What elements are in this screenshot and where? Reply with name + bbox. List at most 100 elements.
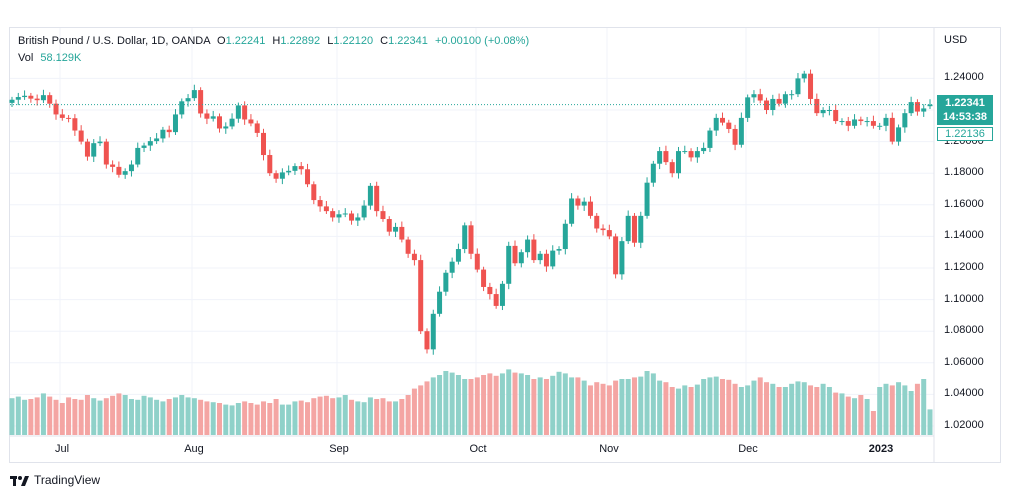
price-tick-label: 1.04000 (944, 387, 984, 400)
candle-body (128, 164, 134, 172)
candle-body (166, 129, 172, 133)
candle-body (839, 121, 845, 123)
candle-body (776, 98, 782, 104)
candle-body (298, 166, 304, 170)
volume-bar (116, 393, 122, 435)
candle-body (682, 151, 688, 153)
candle-body (468, 225, 474, 254)
candle-body (292, 166, 298, 171)
volume-bar (801, 382, 807, 435)
volume-bar (166, 399, 172, 435)
volume-bar (160, 401, 166, 435)
volume-bar (261, 401, 267, 435)
candle-body (135, 147, 141, 165)
chart-frame[interactable] (9, 27, 1001, 463)
volume-bar (493, 375, 499, 435)
candle-body (15, 97, 21, 100)
candle-body (845, 121, 851, 126)
candle-body (110, 164, 116, 167)
volume-bar (223, 404, 229, 435)
volume-bar (738, 387, 744, 435)
price-tick-label: 1.02000 (944, 419, 984, 431)
candle-body (430, 313, 436, 350)
volume-bar (342, 395, 348, 435)
candle-body (78, 130, 84, 142)
candle-body (449, 261, 455, 273)
volume-bar (216, 403, 222, 435)
volume-bar (336, 397, 342, 435)
candle-body (550, 250, 556, 267)
candle-body (455, 249, 461, 262)
candle-body (191, 90, 197, 99)
candle-body (311, 184, 317, 201)
volume-bar (808, 385, 814, 435)
candle-body (606, 230, 612, 237)
candle-body (581, 201, 587, 206)
candle-body (713, 117, 719, 131)
volume-bar (707, 377, 713, 435)
volume-bar (462, 379, 468, 435)
candle-body (172, 114, 178, 133)
candle-body (600, 228, 606, 231)
candle-body (349, 213, 355, 221)
volume-bar (361, 402, 367, 435)
candle-body (336, 214, 342, 218)
volume-bar (34, 397, 40, 435)
tradingview-brand[interactable]: TradingView (10, 473, 100, 487)
candle-body (757, 94, 763, 101)
volume-bar (745, 385, 751, 435)
prev-close-tag: 1.22136 (937, 127, 993, 141)
candle-body (405, 239, 411, 254)
brand-name: TradingView (34, 473, 101, 487)
volume-bar (826, 387, 832, 435)
price-tick-label: 1.14000 (944, 229, 984, 242)
time-tick-label: 2023 (868, 443, 894, 455)
candle-body (738, 117, 744, 145)
volume-bar (921, 379, 927, 435)
volume-bar (22, 399, 28, 435)
volume-bar (455, 375, 461, 435)
candle-body (562, 223, 568, 250)
candle-body (858, 119, 864, 122)
open-label: O (217, 35, 226, 47)
volume-bar (537, 377, 543, 435)
candle-body (248, 119, 254, 124)
candle-body (732, 128, 738, 145)
close-value: 1.22341 (388, 35, 428, 47)
candle-body (160, 129, 166, 139)
volume-bar (374, 399, 380, 435)
candle-body (575, 198, 581, 206)
candle-body (726, 122, 732, 129)
volume-bar (97, 400, 103, 435)
candle-body (361, 205, 367, 218)
volume-bar (154, 399, 160, 435)
vol-value: 58.129K (40, 52, 82, 64)
volume-bar (229, 405, 235, 435)
volume-bar (594, 382, 600, 435)
candle-body (424, 331, 430, 350)
candle-body (91, 143, 97, 157)
symbol-title[interactable]: British Pound / U.S. Dollar, 1D, OANDA (18, 35, 210, 47)
volume-bar (443, 371, 449, 435)
candle-body (22, 95, 28, 98)
volume-bar (267, 403, 273, 435)
candle-body (40, 95, 46, 101)
volume-bar (411, 388, 417, 435)
volume-bar (839, 393, 845, 435)
candle-body (594, 215, 600, 229)
volume-bar (298, 400, 304, 435)
volume-bar (814, 387, 820, 435)
candle-body (506, 245, 512, 284)
candle-body (411, 253, 417, 261)
candle-body (437, 291, 443, 314)
volume-bar (669, 387, 675, 435)
last-price-value: 1.22341 (945, 97, 985, 109)
candle-body (537, 253, 543, 261)
price-tick-label: 1.24000 (944, 71, 984, 84)
volume-legend[interactable]: Vol 58.129K (18, 52, 81, 64)
volume-bar (675, 388, 681, 435)
price-tick-label: 1.18000 (944, 166, 984, 179)
candle-body (380, 211, 386, 220)
time-tick-label: Aug (184, 443, 204, 455)
